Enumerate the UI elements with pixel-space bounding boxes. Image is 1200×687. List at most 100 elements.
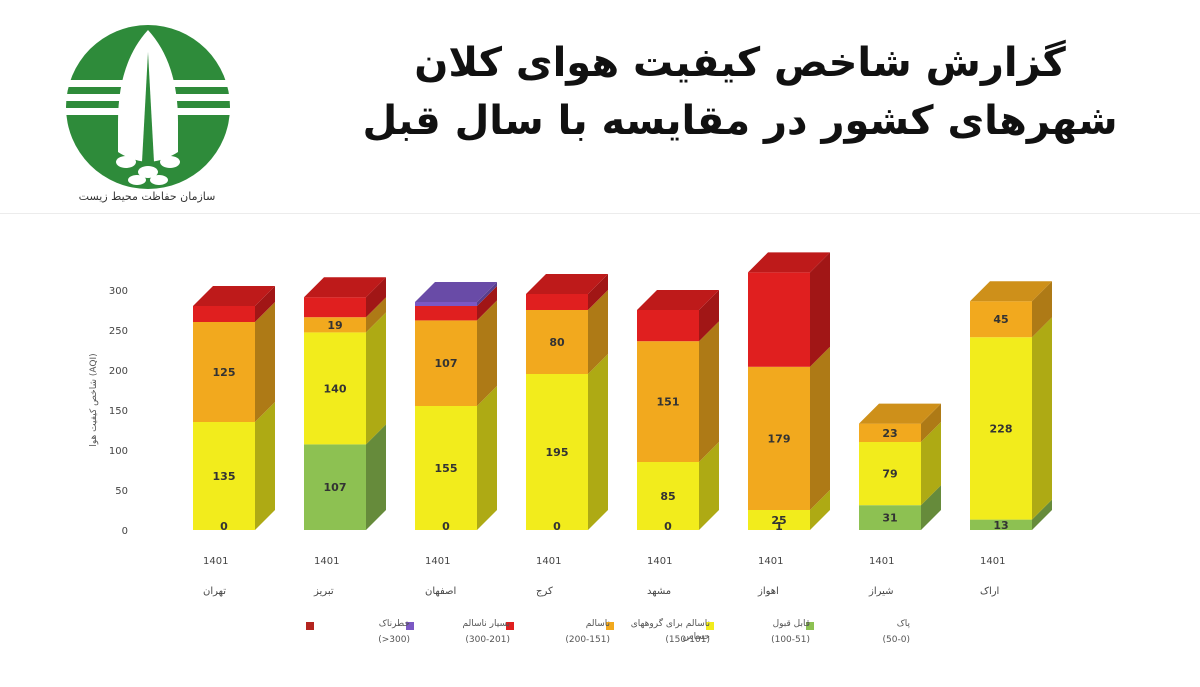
y-tick-label: 250 xyxy=(109,326,128,337)
data-label: 107 xyxy=(324,481,347,494)
bar-segment-side xyxy=(255,302,275,422)
data-label: 13 xyxy=(993,519,1008,532)
legend-range: (200-151) xyxy=(565,635,610,645)
bar-top-face xyxy=(415,282,497,302)
y-tick-label: 200 xyxy=(109,366,128,377)
bar-segment xyxy=(637,341,699,462)
data-label: 125 xyxy=(213,366,236,379)
data-label: 179 xyxy=(768,432,791,445)
bar-segment xyxy=(415,302,477,306)
bar-segment xyxy=(526,374,588,530)
x-year-label: 1401 xyxy=(314,556,339,567)
x-year-label: 1401 xyxy=(536,556,561,567)
legend-range: (300<) xyxy=(378,635,410,645)
legend-label: ناسالم xyxy=(585,619,610,629)
bar-segment xyxy=(415,320,477,406)
bar-segment-side xyxy=(477,286,497,321)
bar-segment xyxy=(304,332,366,445)
bar-segment xyxy=(637,462,699,530)
bar-segment xyxy=(415,306,477,321)
chart-panel: 0 50 100 150 200 250 300 شاخص کیفیت هوا (AQI) 14… xyxy=(0,214,1200,687)
x-category-label: مشهد xyxy=(647,586,671,597)
data-label: 23 xyxy=(882,427,897,440)
x-year-label: 1401 xyxy=(203,556,228,567)
bar-segment-side xyxy=(810,490,830,530)
x-category-label: اصفهان xyxy=(425,586,456,597)
bar-segment-side xyxy=(366,297,386,333)
data-label: 19 xyxy=(327,319,342,332)
bar-segment-side xyxy=(1032,317,1052,520)
data-label: 195 xyxy=(546,446,569,459)
bar-segment-side xyxy=(255,286,275,322)
data-label: 0 xyxy=(442,520,450,533)
bar-top-face xyxy=(526,274,608,294)
x-year-label: 1401 xyxy=(869,556,894,567)
legend-swatch xyxy=(806,622,814,630)
bar-segment-side xyxy=(366,424,386,530)
legend-swatch xyxy=(706,622,714,630)
legend-label: بسیار ناسالم xyxy=(462,619,510,629)
legend-range: (150-101) xyxy=(665,635,710,645)
bar-segment-side xyxy=(810,252,830,367)
bar-segment-side xyxy=(921,403,941,442)
y-tick-label: 300 xyxy=(109,286,128,297)
legend-range: (50-0) xyxy=(882,635,910,645)
legend-range: (300-201) xyxy=(465,635,510,645)
y-axis-label: شاخص کیفیت هوا (AQI) xyxy=(89,353,99,446)
environment-organization-logo xyxy=(64,25,232,189)
bar-top-face xyxy=(748,252,830,273)
data-label: 151 xyxy=(657,396,680,409)
bar-segment-side xyxy=(366,312,386,445)
y-tick-label: 0 xyxy=(122,526,128,537)
data-label: 79 xyxy=(882,468,897,481)
data-label: 0 xyxy=(220,520,228,533)
legend-range: (100-51) xyxy=(771,635,810,645)
bar-segment-side xyxy=(1032,499,1052,530)
bar-segment-side xyxy=(921,422,941,506)
bar-segment-side xyxy=(699,321,719,462)
x-year-label: 1401 xyxy=(980,556,1005,567)
bar-top-face xyxy=(193,286,275,306)
legend-swatch xyxy=(306,622,314,630)
x-year-label: 1401 xyxy=(758,556,783,567)
bar-top-face xyxy=(637,290,719,310)
legend-label: ناسالم برای گروههای حساس xyxy=(630,619,710,642)
data-label: 1 xyxy=(775,520,783,533)
bar-segment xyxy=(193,306,255,322)
data-label: 228 xyxy=(990,422,1013,435)
bar-top-face xyxy=(970,281,1052,302)
legend-swatch xyxy=(506,622,514,630)
bar-segment-side xyxy=(921,485,941,530)
bar-segment xyxy=(859,423,921,442)
y-tick-label: 50 xyxy=(115,486,128,497)
bar-segment-side xyxy=(477,386,497,530)
bar-segment xyxy=(304,297,366,318)
bar-segment-side xyxy=(1032,281,1052,338)
header-divider xyxy=(0,213,1200,214)
y-tick-label: 100 xyxy=(109,446,128,457)
page-title: گزارش شاخص کیفیت هوای کلان شهرهای کشور د… xyxy=(360,34,1120,150)
data-label: 80 xyxy=(549,336,565,349)
legend-label: پاک xyxy=(896,619,910,629)
bar-segment xyxy=(859,505,921,530)
bar-segment xyxy=(637,310,699,342)
bar-segment xyxy=(859,442,921,506)
bar-segment-side xyxy=(588,354,608,530)
x-category-label: تبریز xyxy=(313,586,334,597)
bar-top-face xyxy=(859,403,941,424)
legend-swatch xyxy=(606,622,614,630)
bar-top-face xyxy=(304,277,386,298)
data-label: 0 xyxy=(664,520,672,533)
bar-segment xyxy=(193,422,255,530)
bar-segment-side xyxy=(477,282,497,306)
bar-segment xyxy=(970,301,1032,338)
bar-segment xyxy=(748,366,810,510)
bar-segment xyxy=(970,519,1032,530)
x-category-label: کرج xyxy=(536,586,553,597)
chart-legend: پاک (50-0) قابل قبول (100-51) ناسالم برای گر… xyxy=(306,618,910,678)
y-tick-label: 150 xyxy=(109,406,128,417)
bar-segment xyxy=(748,510,810,530)
x-category-label: اهواز xyxy=(757,586,779,597)
bar-segment-side xyxy=(699,442,719,530)
